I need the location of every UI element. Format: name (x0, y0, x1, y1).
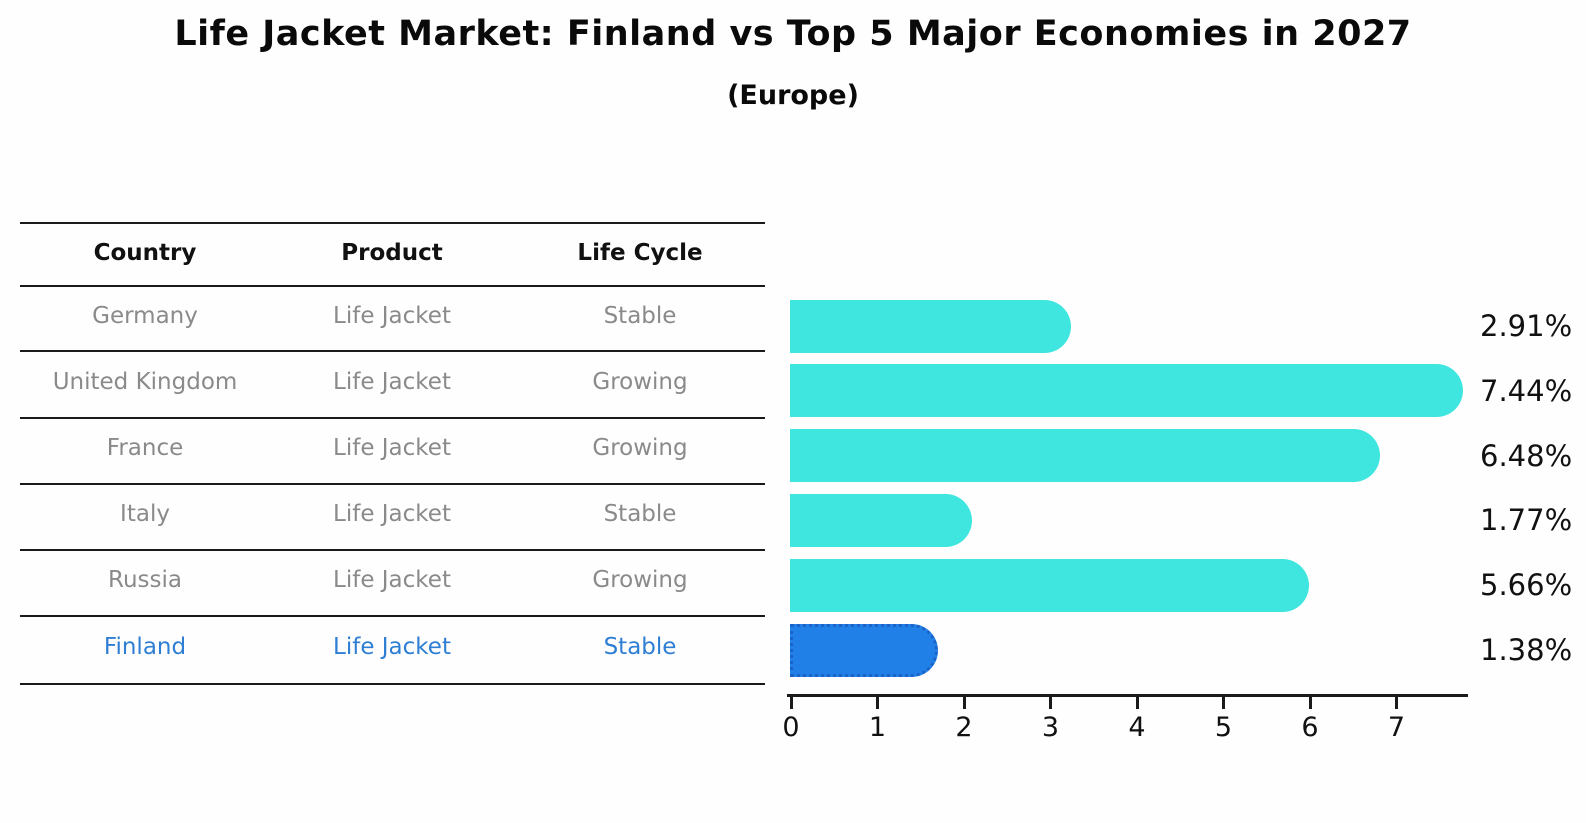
x-tick (1049, 697, 1052, 709)
x-tick-label: 7 (1387, 712, 1406, 743)
x-tick (789, 697, 793, 709)
table-rule (20, 483, 765, 485)
x-tick-label: 1 (868, 712, 887, 743)
table-cell-country: Italy (120, 501, 170, 527)
x-tick-label: 3 (1041, 712, 1060, 743)
table-cell-product: Life Jacket (333, 501, 451, 527)
table-cell-life-cycle: Growing (592, 435, 688, 461)
table-cell-country: Germany (92, 302, 198, 329)
table-header-life-cycle: Life Cycle (577, 240, 703, 266)
x-tick (1395, 697, 1398, 709)
chart-subtitle: (Europe) (727, 80, 859, 111)
table-cell-country: France (106, 435, 184, 461)
table-row-russia: Russia Life Jacket Growing (0, 567, 765, 597)
chart-title: Life Jacket Market: Finland vs Top 5 Maj… (174, 14, 1412, 54)
x-tick (876, 697, 879, 709)
table-header-country: Country (93, 240, 197, 266)
table-cell-product: Life Jacket (333, 567, 451, 593)
x-tick-label: 0 (782, 712, 800, 743)
table-cell-product: Life Jacket (333, 302, 451, 329)
x-tick-label: 2 (955, 712, 973, 743)
table-cell-life-cycle: Stable (603, 634, 677, 660)
x-tick (1222, 697, 1225, 709)
table-row-france: France Life Jacket Growing (0, 435, 765, 465)
table-cell-life-cycle: Growing (592, 567, 688, 593)
table-cell-country: Finland (103, 634, 187, 660)
bar-finland (790, 623, 939, 677)
table-row-united-kingdom: United Kingdom Life Jacket Growing (0, 369, 765, 399)
table-row-germany: Germany Life Jacket Stable (0, 303, 765, 333)
table-rule (20, 683, 765, 685)
table-cell-product: Life Jacket (333, 435, 451, 461)
bar-italy (790, 493, 973, 547)
table-rule (20, 285, 765, 287)
table-rule (20, 549, 765, 551)
value-label: 5.66% (1480, 568, 1573, 603)
table-rule (20, 350, 765, 352)
table-row-finland: Finland Life Jacket Stable (0, 634, 765, 664)
table-header-product: Product (341, 240, 443, 266)
table-cell-life-cycle: Stable (603, 302, 677, 329)
value-label: 1.77% (1480, 503, 1573, 538)
x-tick-label: 4 (1128, 712, 1146, 743)
x-tick (962, 697, 966, 709)
table-cell-country: United Kingdom (52, 368, 238, 395)
table-rule (20, 222, 765, 224)
x-tick-label: 6 (1301, 712, 1319, 743)
bar-united-kingdom (790, 364, 1463, 418)
table-row-italy: Italy Life Jacket Stable (0, 501, 765, 531)
table-cell-life-cycle: Growing (592, 368, 688, 395)
table-rule (20, 417, 765, 419)
x-axis-spine (787, 694, 1468, 697)
value-label: 2.91% (1480, 309, 1573, 343)
bar-russia (790, 558, 1309, 612)
value-label: 7.44% (1480, 373, 1573, 408)
table-cell-life-cycle: Stable (603, 501, 677, 527)
bar-germany (790, 299, 1071, 353)
x-tick (1135, 697, 1139, 709)
table-cell-product: Life Jacket (333, 368, 451, 395)
value-label: 1.38% (1480, 633, 1573, 667)
table-cell-product: Life Jacket (333, 634, 451, 660)
x-tick (1308, 697, 1312, 709)
value-label: 6.48% (1480, 438, 1573, 473)
table-cell-country: Russia (108, 567, 182, 593)
bar-france (790, 429, 1380, 483)
table-rule (20, 615, 765, 617)
x-tick-label: 5 (1214, 712, 1233, 743)
